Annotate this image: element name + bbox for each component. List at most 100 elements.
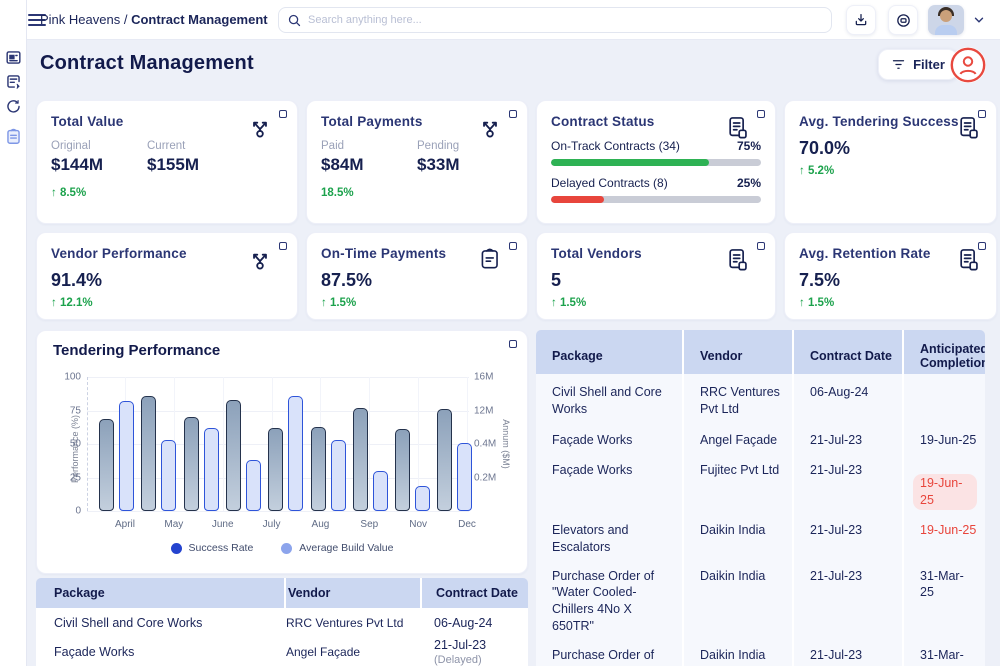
expand-icon[interactable] bbox=[509, 242, 517, 250]
bar-average-build-value[interactable] bbox=[119, 401, 134, 511]
breadcrumb-root[interactable]: Pink Heavens bbox=[40, 12, 121, 27]
topbar: Pink Heavens / Contract Management bbox=[0, 0, 1000, 40]
expand-icon[interactable] bbox=[509, 340, 517, 348]
table-row: Façade Works Angel Façade 21-Jul-23 (Del… bbox=[36, 637, 528, 666]
cell-vendor: Angel Façade bbox=[684, 422, 794, 452]
chevron-down-icon[interactable] bbox=[972, 13, 986, 27]
delta-badge: ↑ 1.5% bbox=[321, 297, 357, 309]
left-axis-tick: 25 bbox=[69, 472, 81, 483]
status-row: Delayed Contracts (8) 25% bbox=[551, 176, 761, 190]
hamburger-menu-icon[interactable] bbox=[27, 11, 47, 29]
breadcrumb-separator: / bbox=[123, 12, 128, 27]
expand-icon[interactable] bbox=[757, 110, 765, 118]
card-title: Vendor Performance bbox=[51, 246, 187, 261]
search-bar[interactable] bbox=[278, 7, 832, 33]
cell-line: 06-Aug-24 bbox=[810, 385, 869, 399]
cell-package: Purchase Order of "Water Cooled-Chillers… bbox=[536, 637, 684, 666]
x-axis-label: Sep bbox=[360, 519, 379, 530]
cell-contract-date: 21-Jul-2321-Jul-23 bbox=[794, 637, 904, 666]
cell-line: 19-Jun-25 bbox=[913, 474, 977, 510]
card-total-payments: Total Payments Paid $84M Pending $33M 18.5… bbox=[306, 100, 528, 224]
cell-package: Civil Shell and Core Works bbox=[536, 374, 684, 422]
breadcrumb[interactable]: Pink Heavens / Contract Management bbox=[40, 12, 268, 27]
expand-icon[interactable] bbox=[279, 242, 287, 250]
kpi-value: 7.5% bbox=[799, 270, 841, 290]
cell-package: Purchase Order of "Water Cooled-Chillers… bbox=[536, 557, 684, 637]
cell-vendor: Fujitec Pvt Ltd bbox=[684, 452, 794, 512]
cell-contract-date: 06-Aug-24 bbox=[794, 374, 904, 422]
bar-success-rate[interactable] bbox=[99, 418, 114, 511]
bar-success-rate[interactable] bbox=[310, 426, 326, 511]
avatar-shirt bbox=[935, 25, 957, 35]
bars bbox=[87, 377, 473, 511]
cell-anticipated-completion: 31-Mar-2531-Mar-26(Delayed) bbox=[904, 637, 985, 666]
expand-icon[interactable] bbox=[757, 242, 765, 250]
left-axis-tick: 100 bbox=[64, 371, 81, 383]
bar-success-rate[interactable] bbox=[268, 427, 284, 511]
bar-average-build-value[interactable] bbox=[415, 485, 431, 511]
cell-anticipated-completion: 19-Jun-25 bbox=[904, 422, 985, 452]
col-header-package: Package bbox=[536, 330, 684, 374]
gridline bbox=[87, 377, 469, 378]
x-axis-label: July bbox=[262, 519, 281, 530]
profile-button[interactable] bbox=[950, 47, 986, 83]
report-icon[interactable] bbox=[4, 48, 23, 67]
x-axis-label: June bbox=[211, 519, 234, 530]
kpi-value: 87.5% bbox=[321, 270, 373, 290]
legend-item[interactable]: Average Build Value bbox=[281, 542, 393, 554]
cell-anticipated-completion: 19-Jun-25 bbox=[904, 512, 985, 558]
bar-average-build-value[interactable] bbox=[203, 427, 219, 511]
bar-average-build-value[interactable] bbox=[330, 439, 346, 511]
clipboard-active-icon[interactable] bbox=[4, 127, 23, 146]
cell-line: Civil Shell and Core Works bbox=[552, 385, 662, 416]
download-button[interactable] bbox=[846, 5, 876, 35]
contracts-table-right: Package Vendor Contract Date Anticipated… bbox=[536, 330, 985, 666]
right-axis-title: Annum ($M) bbox=[500, 419, 511, 469]
filter-button[interactable]: Filter bbox=[878, 49, 958, 80]
bar-average-build-value[interactable] bbox=[245, 460, 261, 511]
support-icon bbox=[896, 13, 910, 27]
bar-success-rate[interactable] bbox=[352, 407, 368, 511]
bar-average-build-value[interactable] bbox=[457, 442, 473, 511]
left-axis-tick: 50 bbox=[69, 438, 81, 450]
bar-success-rate[interactable] bbox=[395, 429, 411, 511]
table-header-row: Package Vendor Contract Date bbox=[36, 578, 528, 608]
metric-value: $155M bbox=[147, 155, 199, 174]
card-title: Total Value bbox=[51, 114, 124, 129]
bar-success-rate[interactable] bbox=[225, 399, 241, 511]
breadcrumb-current: Contract Management bbox=[131, 12, 268, 27]
document-edit-icon[interactable] bbox=[4, 72, 23, 91]
expand-icon[interactable] bbox=[509, 110, 517, 118]
progress-track bbox=[551, 196, 761, 203]
expand-icon[interactable] bbox=[978, 242, 986, 250]
cell-vendor: Daikin IndiaDaikin India bbox=[684, 637, 794, 666]
support-button[interactable] bbox=[888, 5, 918, 35]
bar-average-build-value[interactable] bbox=[288, 395, 304, 511]
cell-line: 19-Jun-25 bbox=[920, 433, 977, 447]
gridline bbox=[87, 410, 469, 412]
bar-success-rate[interactable] bbox=[141, 395, 157, 511]
search-input[interactable] bbox=[308, 14, 823, 26]
status-label: Delayed Contracts (8) bbox=[551, 176, 668, 190]
expand-icon[interactable] bbox=[978, 110, 986, 118]
legend-label: Average Build Value bbox=[299, 542, 394, 554]
bar-average-build-value[interactable] bbox=[372, 470, 388, 511]
legend-item[interactable]: Success Rate bbox=[170, 542, 253, 554]
bar-success-rate[interactable] bbox=[183, 417, 199, 511]
cell-vendor: Daikin India bbox=[684, 511, 794, 558]
bar-success-rate[interactable] bbox=[437, 409, 453, 511]
kpi-value: 91.4% bbox=[51, 270, 103, 290]
card-on-time-payments: On-Time Payments 87.5% ↑ 1.5% bbox=[306, 232, 528, 320]
user-avatar[interactable] bbox=[928, 5, 964, 35]
cell-line: Façade Works bbox=[552, 463, 633, 477]
cell-line: Elevators and Escalators bbox=[552, 522, 629, 554]
card-vendor-performance: Vendor Performance 91.4% ↑ 12.1% bbox=[36, 232, 298, 320]
refresh-icon[interactable] bbox=[4, 97, 23, 116]
progress-track bbox=[551, 159, 761, 166]
table-row: Purchase Order of "Water Cooled-Chillers… bbox=[536, 637, 985, 666]
bar-average-build-value[interactable] bbox=[161, 439, 177, 511]
expand-icon[interactable] bbox=[279, 110, 287, 118]
status-label: On-Track Contracts (34) bbox=[551, 139, 680, 153]
right-axis-tick: 0.4M bbox=[474, 438, 497, 450]
cell-package: Façade Works bbox=[536, 452, 684, 512]
